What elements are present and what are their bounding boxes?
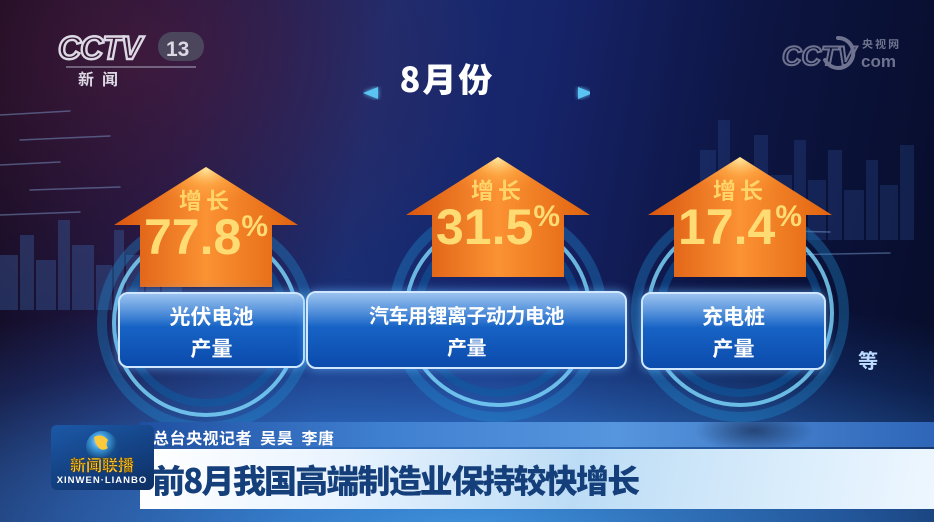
svg-text:XINWEN·LIANBO: XINWEN·LIANBO: [57, 475, 148, 486]
svg-text:新闻联播: 新闻联播: [70, 452, 134, 476]
